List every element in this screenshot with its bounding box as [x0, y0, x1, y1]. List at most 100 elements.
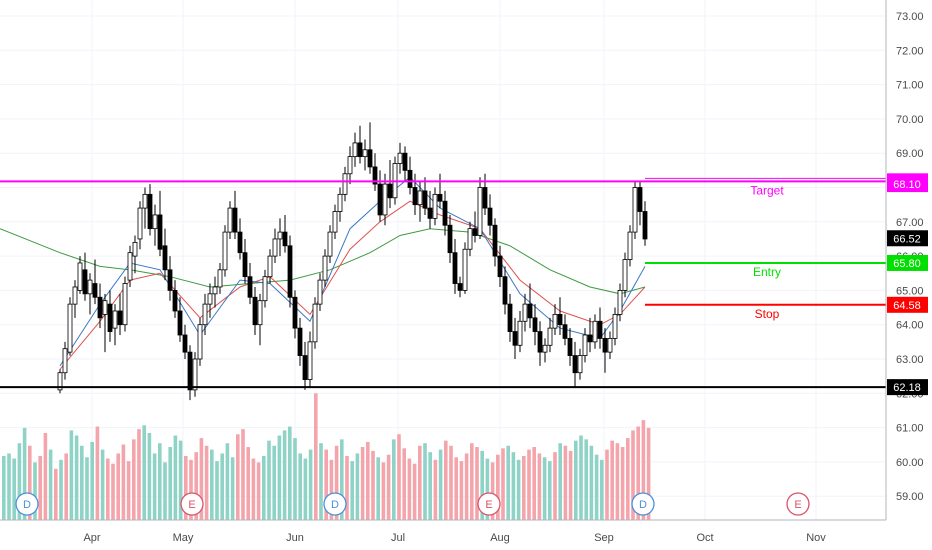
stop-price-tag [887, 296, 928, 313]
volume-bar [303, 458, 308, 520]
volume-bar [355, 453, 360, 520]
volume-bar [626, 438, 630, 520]
dividend-marker[interactable]: D [15, 492, 39, 516]
candle-down [377, 183, 383, 216]
volume-bar [38, 456, 42, 520]
candle-up [342, 173, 348, 195]
candle-up [477, 187, 483, 236]
candle-up [627, 231, 633, 260]
candle-up [582, 334, 588, 356]
support-price-value: 62.18 [893, 382, 921, 394]
candle-up [547, 327, 553, 346]
volume-bar [345, 456, 349, 520]
volume-bar [220, 453, 224, 520]
dividend-marker[interactable]: D [323, 492, 347, 516]
candle-up [322, 255, 328, 281]
volume-bar [568, 450, 573, 520]
svg-text:D: D [331, 499, 339, 511]
volume-bar [381, 462, 386, 520]
volume-bar [152, 453, 157, 520]
candle-down [412, 187, 418, 206]
volume-bar [620, 447, 625, 520]
candle-down [107, 303, 113, 332]
candle-up [617, 289, 623, 315]
earnings-marker[interactable]: E [786, 492, 810, 516]
volume-bar [246, 447, 250, 520]
price-tick-label: 60.00 [896, 457, 924, 469]
dividend-marker[interactable]: D [631, 492, 655, 516]
volume-bar [605, 449, 609, 520]
candle-down [297, 327, 303, 356]
candle-down [177, 310, 183, 336]
price-tick-label: 65.00 [896, 285, 924, 297]
ma-mid-line [59, 200, 646, 370]
volume-bar [376, 457, 380, 520]
time-tick-label: Aug [490, 532, 510, 544]
earnings-marker[interactable]: E [180, 492, 204, 516]
volume-bar [121, 444, 126, 520]
volume-bar [511, 452, 516, 520]
candle-down [92, 283, 98, 298]
volume-bar [402, 448, 406, 520]
earnings-marker[interactable]: E [477, 492, 501, 516]
volume-bar [464, 453, 469, 520]
volume-bar [126, 461, 131, 520]
volume-bar [282, 430, 287, 520]
volume-bar [548, 461, 552, 520]
candle-up [132, 241, 138, 257]
candle-up [62, 348, 68, 374]
candle-down [167, 269, 173, 291]
volume-bar [147, 432, 152, 520]
candle-down [182, 334, 188, 353]
candle-up [197, 324, 203, 360]
volume-bar [397, 434, 401, 520]
candle-up [127, 252, 133, 281]
volume-bar [12, 458, 16, 520]
level-lines: Target Entry Stop [0, 177, 886, 389]
candle-up [137, 207, 143, 240]
volume-bar [74, 435, 79, 520]
volume-bar [116, 453, 120, 520]
candle-down [157, 214, 163, 250]
volume-bar [210, 449, 214, 520]
candle-up [327, 231, 333, 257]
candle-down [427, 207, 433, 219]
candle-up [462, 248, 468, 291]
candle-up [607, 338, 613, 353]
time-tick-label: Nov [806, 532, 826, 544]
time-tick-label: Oct [696, 532, 713, 544]
candle-down [457, 283, 463, 291]
volume-bar [631, 430, 635, 520]
volume-bar [360, 447, 365, 520]
candle-down [357, 142, 363, 158]
candle-up [112, 310, 118, 329]
volume-bar [324, 449, 328, 520]
candle-down [292, 296, 298, 329]
price-tick-label: 59.00 [896, 491, 924, 503]
volume-bar [558, 443, 562, 520]
volume-bar [444, 440, 448, 520]
candle-up [317, 279, 323, 305]
candle-up [102, 300, 108, 315]
candle-down [562, 324, 568, 339]
candle-down [387, 183, 393, 199]
volume-bar [85, 457, 89, 520]
volume-bar [371, 450, 375, 520]
candle-up [307, 341, 313, 380]
volume-bar [90, 441, 94, 520]
candle-down [492, 224, 498, 257]
volume-bar [64, 453, 68, 520]
volume-bar [236, 434, 240, 520]
volume-bar [173, 435, 178, 520]
volume-bar [59, 459, 63, 520]
support-price-tag [887, 379, 928, 396]
candle-down [117, 310, 123, 326]
volume-bar [215, 461, 219, 520]
volume-bar [449, 445, 453, 520]
volume-bar [392, 439, 396, 520]
volume-bar [48, 449, 53, 520]
volume-bar [298, 453, 302, 520]
candle-up [612, 314, 618, 339]
volume-bar [433, 459, 438, 520]
